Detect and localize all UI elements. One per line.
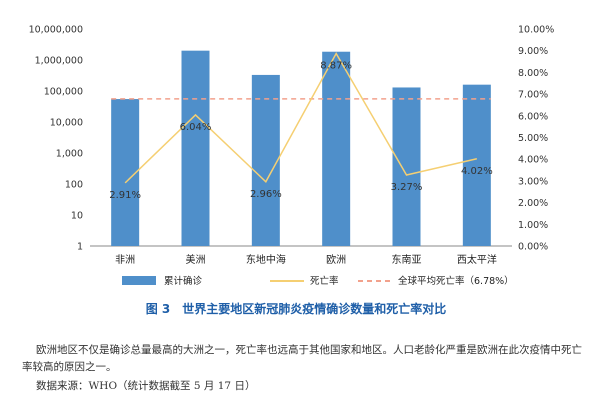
category-label: 西太平洋 [457, 253, 497, 266]
legend: 累计确诊 死亡率 全球平均死亡率（6.78%） [122, 275, 514, 287]
right-tick-label: 2.00% [518, 198, 548, 209]
legend-label-reference: 全球平均死亡率（6.78%） [398, 275, 514, 287]
data-source: 数据来源：WHO（统计数据截至 5 月 17 日） [36, 380, 256, 392]
rate-data-label: 4.02% [461, 166, 493, 177]
right-tick-label: 1.00% [518, 220, 548, 231]
left-tick-label: 1 [77, 242, 83, 253]
legend-label-bar: 累计确诊 [164, 275, 203, 287]
left-axis-ticks: 1 10 100 1,000 10,000 100,000 1,000,000 10,000,… [29, 25, 83, 253]
rate-data-label: 3.27% [391, 182, 423, 193]
rate-data-label: 8.87% [320, 61, 352, 72]
death-rate-points [125, 53, 477, 183]
category-label: 非洲 [115, 254, 135, 266]
category-label: 东南亚 [392, 253, 422, 266]
category-label: 欧洲 [326, 254, 346, 266]
right-tick-label: 8.00% [518, 68, 548, 79]
rate-data-label: 2.91% [109, 190, 141, 201]
right-tick-label: 6.00% [518, 111, 548, 122]
bar [111, 99, 140, 246]
left-tick-label: 1,000,000 [35, 56, 83, 67]
left-tick-label: 1,000 [56, 149, 83, 160]
left-tick-label: 100,000 [44, 87, 83, 98]
bar [322, 51, 351, 246]
bar [392, 87, 421, 246]
right-tick-label: 9.00% [518, 46, 548, 57]
right-tick-label: 7.00% [518, 90, 548, 101]
left-tick-label: 10,000 [50, 118, 83, 129]
right-tick-label: 3.00% [518, 176, 548, 187]
death-rate-line [124, 51, 478, 184]
left-tick-label: 10,000,000 [29, 25, 83, 36]
right-axis-ticks: 0.00% 1.00% 2.00% 3.00% 4.00% 5.00% 6.00% 7.00%… [518, 25, 554, 253]
legend-label-line: 死亡率 [310, 275, 339, 287]
left-tick-label: 100 [65, 180, 83, 191]
rate-data-label: 6.04% [180, 122, 212, 133]
bar [462, 84, 491, 247]
left-tick-label: 10 [71, 211, 83, 222]
chart: 1 10 100 1,000 10,000 100,000 1,000,000 10,000,… [29, 25, 555, 288]
body-paragraph: 欧洲地区不仅是确诊总量最高的大洲之一，死亡率也远高于其他国家和地区。人口老龄化严… [22, 344, 582, 373]
bar-series [111, 50, 491, 247]
right-tick-label: 0.00% [518, 242, 548, 253]
legend-swatch-bar [122, 276, 156, 285]
category-label: 美洲 [186, 253, 206, 266]
right-tick-label: 5.00% [518, 133, 548, 144]
chart-title: 图 3 世界主要地区新冠肺炎疫情确诊数量和死亡率对比 [145, 302, 447, 316]
right-tick-label: 10.00% [518, 25, 554, 36]
rate-data-label: 2.96% [250, 189, 282, 200]
category-label: 东地中海 [246, 253, 286, 266]
right-tick-label: 4.00% [518, 155, 548, 166]
data-labels: 2.91% 6.04% 2.96% 8.87% 3.27% 4.02% [109, 61, 492, 201]
category-labels: 非洲 美洲 东地中海 欧洲 东南亚 西太平洋 [115, 253, 497, 266]
bar [181, 50, 210, 246]
bar [251, 74, 280, 246]
